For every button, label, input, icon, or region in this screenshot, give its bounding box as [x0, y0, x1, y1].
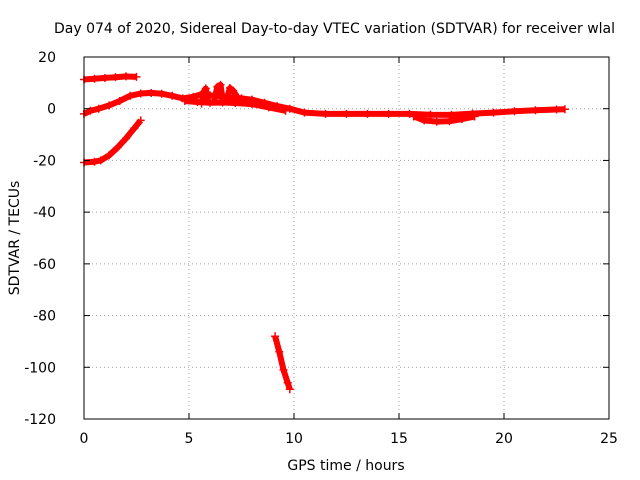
y-tick-label: 20 [38, 50, 56, 66]
data-point [229, 86, 238, 95]
data-point [447, 110, 456, 119]
data-point [96, 156, 105, 165]
series-track-spike-3 [222, 84, 242, 103]
data-point [101, 73, 109, 82]
data-point [105, 101, 114, 110]
data-point [86, 106, 95, 115]
x-tick-label: 5 [185, 431, 194, 447]
y-tick-label: -80 [33, 309, 56, 325]
data-point [94, 104, 103, 113]
y-tick-label: -60 [33, 257, 56, 273]
data-point [432, 117, 441, 126]
series-track-rising [80, 116, 145, 167]
data-point [271, 332, 280, 341]
x-tick-labels: 0 5 10 15 20 25 [80, 431, 618, 447]
data-point [168, 91, 177, 100]
data-point [122, 72, 130, 81]
data-point [130, 124, 139, 133]
x-tick-label: 0 [80, 431, 89, 447]
y-tick-label: -40 [33, 205, 56, 221]
data-point [197, 99, 206, 108]
data-point [560, 105, 569, 114]
data-point [420, 116, 429, 125]
data-point [283, 378, 292, 387]
data-point [384, 109, 393, 118]
data-point [342, 109, 351, 118]
data-point [136, 89, 145, 98]
series-track-plunge [271, 332, 294, 394]
y-tick-label: -20 [33, 153, 56, 169]
y-tick-label: -100 [24, 360, 56, 376]
y-axis-label: SDTVAR / TECUs [7, 181, 23, 296]
data-point [132, 72, 141, 81]
x-tick-label: 15 [390, 431, 408, 447]
data-point [510, 107, 519, 116]
data-point [279, 365, 288, 374]
data-point [445, 117, 454, 126]
series-line [198, 85, 211, 105]
data-point [489, 108, 498, 117]
data-point [285, 104, 294, 113]
x-tick-label: 20 [495, 431, 513, 447]
series-line [211, 81, 226, 102]
data-point [321, 109, 330, 118]
chart-title: Day 074 of 2020, Sidereal Day-to-day VTE… [54, 21, 615, 37]
x-tick-label: 10 [285, 431, 303, 447]
data-point [285, 385, 294, 394]
data-point [157, 89, 166, 98]
series-line [223, 85, 240, 100]
data-point [231, 99, 240, 108]
data-series [80, 72, 569, 394]
data-point [405, 109, 414, 118]
data-point [248, 100, 256, 109]
data-point [458, 115, 466, 124]
data-point [426, 110, 435, 119]
data-point [409, 112, 418, 121]
data-point [363, 109, 372, 118]
data-point [264, 103, 273, 112]
y-tick-labels: 20 0 -20 -40 -60 -80 -100 -120 [24, 50, 56, 428]
data-point [275, 347, 284, 356]
data-point [126, 91, 135, 100]
data-point [136, 116, 145, 125]
data-point [111, 73, 120, 82]
data-point [180, 96, 189, 105]
data-point [216, 80, 225, 89]
data-point [90, 74, 99, 83]
series-track-spike-1 [197, 84, 212, 108]
data-point [90, 157, 99, 166]
data-point [222, 94, 231, 103]
y-tick-label: 0 [47, 102, 56, 118]
data-point [233, 93, 242, 102]
data-point [470, 112, 479, 121]
x-tick-label: 25 [600, 431, 618, 447]
data-point [210, 96, 219, 105]
grid-lines [84, 57, 609, 419]
series-track-dip [409, 112, 479, 126]
data-point [115, 96, 124, 105]
data-point [300, 108, 309, 117]
x-axis-label: GPS time / hours [287, 458, 404, 474]
data-point [531, 106, 540, 115]
data-point [281, 106, 290, 115]
data-point [105, 151, 114, 160]
data-point [113, 143, 122, 152]
y-tick-label: -120 [24, 412, 56, 428]
plot-frame [83, 56, 610, 420]
data-point [552, 105, 561, 114]
data-point [201, 84, 210, 93]
data-point [122, 134, 130, 143]
axis-ticks [83, 56, 610, 420]
data-point [147, 88, 156, 97]
